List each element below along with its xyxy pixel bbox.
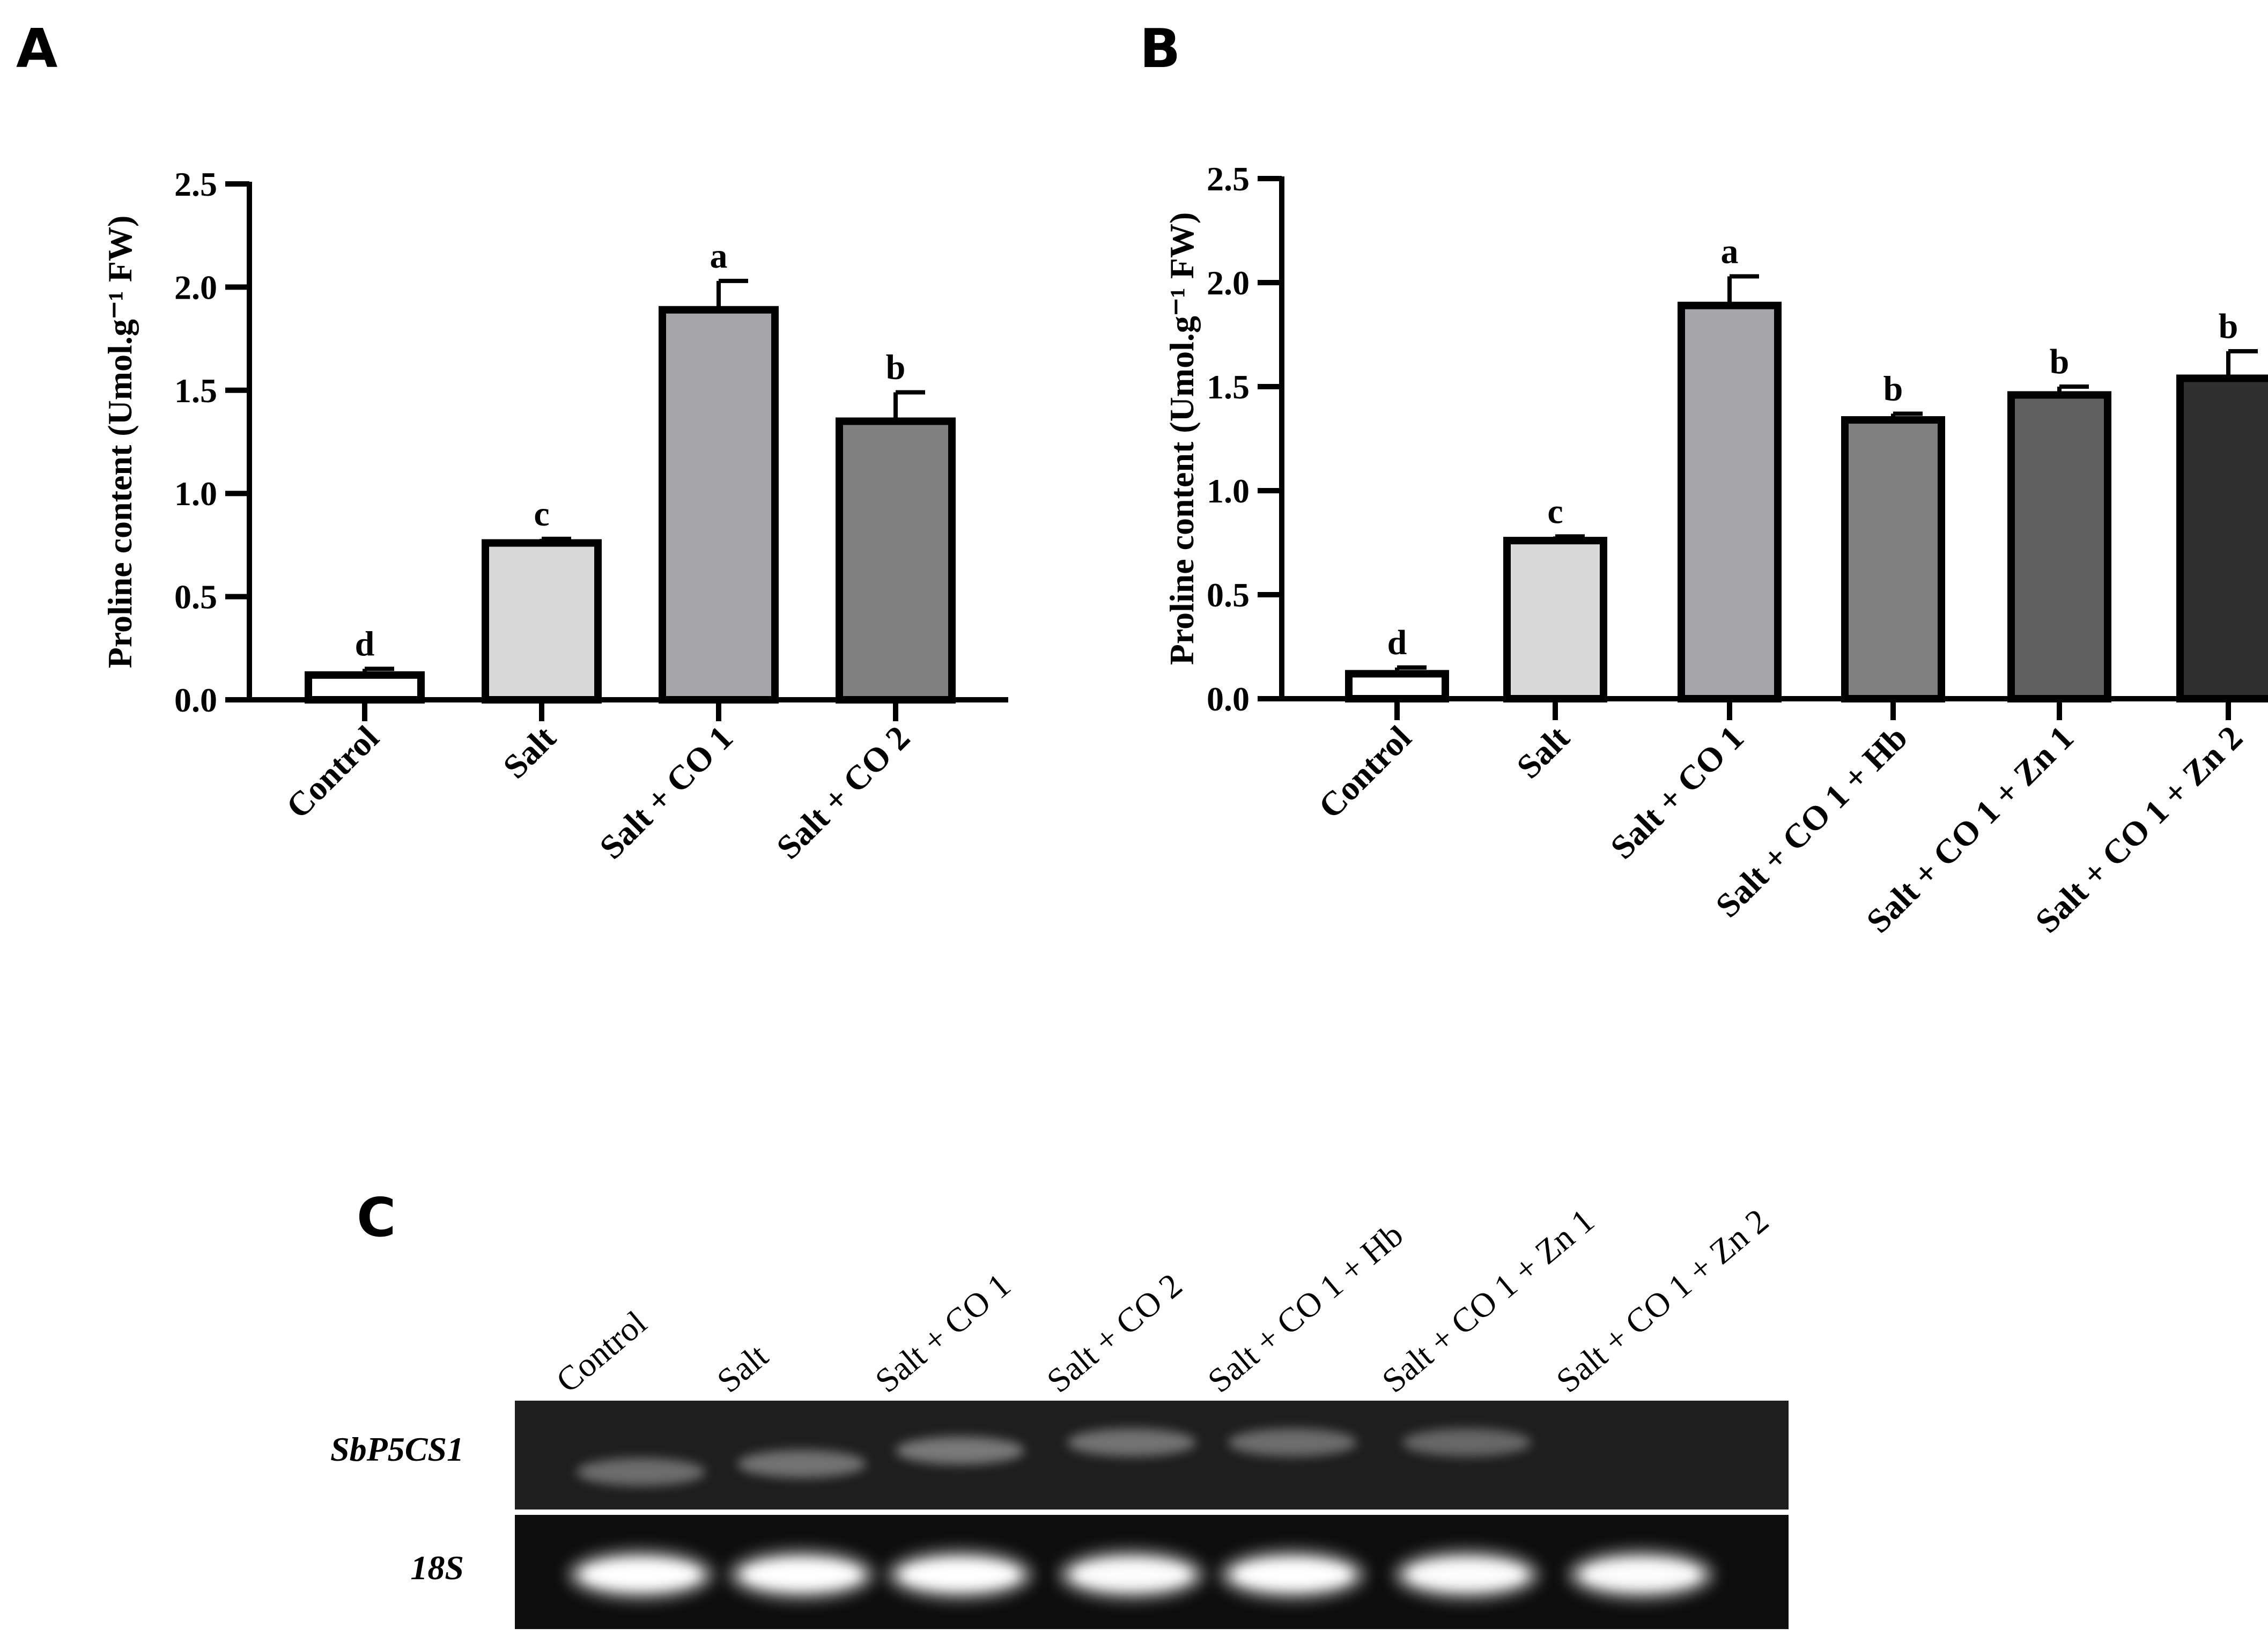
significance-label: b (2050, 342, 2070, 381)
panel-a-letter: A (16, 17, 57, 80)
gel-lane-label: Salt (710, 1336, 775, 1400)
y-axis-label: Proline content (Umol.g⁻¹ FW) (1163, 212, 1201, 665)
y-tick-label: 2.5 (1207, 160, 1250, 198)
bar (305, 671, 425, 704)
gel-lane-label: Salt + CO 1 (868, 1266, 1017, 1400)
bar (1841, 416, 1945, 702)
y-tick-label: 1.0 (1207, 472, 1250, 510)
category-label: Salt + CO 1 (1603, 719, 1751, 867)
category-label: Control (1311, 719, 1419, 826)
y-tick-label: 0.5 (174, 578, 217, 616)
bar (1503, 537, 1607, 702)
gel-band (1233, 1559, 1351, 1590)
panel-b-letter: B (1140, 17, 1180, 80)
y-tick-label: 0.0 (1207, 680, 1250, 718)
gel-band (1228, 1429, 1357, 1456)
y-tick-label: 1.5 (1207, 368, 1250, 406)
gel-lane-label: Salt + CO 2 (1039, 1266, 1189, 1400)
gel-lane-label: Control (549, 1304, 653, 1400)
gel-band (1582, 1559, 1700, 1590)
gel-row-label: SbP5CS1 (330, 1430, 464, 1468)
y-tick-label: 1.0 (174, 475, 217, 513)
significance-label: d (355, 624, 375, 663)
gel-image: Control Salt Salt + CO 1 Salt + CO 2 Salt + … (330, 1201, 1789, 1629)
panel-a: A 0.0 0.5 1.0 1.5 2.0 2.5 Proline content (Umo… (16, 17, 1008, 867)
chart-a: 0.0 0.5 1.0 1.5 2.0 2.5 Proline content (Umol.… (101, 165, 1008, 867)
gel-row-label: 18S (410, 1549, 464, 1587)
bar (2176, 374, 2268, 702)
y-tick-label: 0.0 (174, 681, 217, 719)
category-label: Salt (496, 718, 563, 786)
bar (2007, 391, 2111, 702)
panel-c: C Control Salt Salt + CO 1 Salt + CO 2 Salt … (330, 1186, 1789, 1629)
bar (482, 539, 602, 704)
gel-band (737, 1450, 866, 1478)
gel-band (582, 1559, 700, 1590)
category-label: Control (279, 719, 386, 826)
category-label: Salt (1509, 718, 1577, 786)
gel-band (1067, 1429, 1196, 1456)
significance-label: c (534, 494, 549, 534)
gel-band (1402, 1429, 1531, 1456)
significance-label: d (1387, 623, 1407, 662)
bar (836, 417, 956, 704)
significance-label: c (1547, 492, 1563, 531)
y-tick-label: 2.5 (174, 165, 217, 203)
significance-label: a (1721, 232, 1739, 271)
significance-label: b (886, 348, 906, 387)
gel-band (901, 1559, 1019, 1590)
y-tick-label: 0.5 (1207, 576, 1250, 614)
y-axis-label: Proline content (Umol.g⁻¹ FW) (101, 216, 139, 669)
bar (1678, 301, 1782, 702)
gel-band (743, 1559, 861, 1590)
category-label: Salt + CO 2 (769, 719, 917, 867)
category-label: Salt + CO 1 (592, 719, 740, 867)
significance-label: b (1883, 369, 1903, 408)
gel-band (577, 1458, 705, 1486)
gel-band (896, 1437, 1024, 1464)
gel-band (1408, 1559, 1526, 1590)
y-tick-label: 2.0 (1207, 264, 1250, 302)
y-tick-label: 1.5 (174, 372, 217, 410)
significance-label: b (2219, 307, 2239, 346)
y-tick-label: 2.0 (174, 268, 217, 306)
gel-band (1073, 1559, 1191, 1590)
bar (1345, 670, 1449, 702)
panel-c-letter: C (357, 1186, 396, 1249)
significance-label: a (710, 236, 728, 276)
bar (659, 306, 779, 704)
